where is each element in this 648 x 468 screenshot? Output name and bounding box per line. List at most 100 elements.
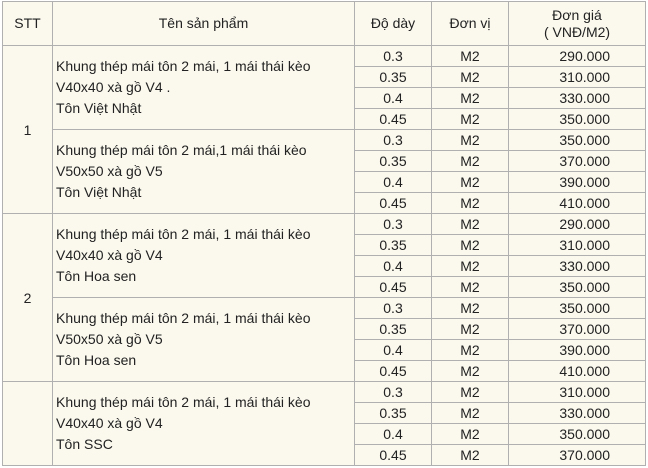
product-name-cell: Khung thép mái tôn 2 mái,1 mái thái kèo V… <box>52 129 355 214</box>
price-cell: 410.000 <box>508 192 646 214</box>
product-name-line: Khung thép mái tôn 2 mái, 1 mái thái kèo <box>56 58 311 74</box>
header-unit-price: Đơn giá ( VNĐ/M2) <box>508 1 646 46</box>
price-cell: 310.000 <box>508 234 646 256</box>
product-name-line: Khung thép mái tôn 2 mái, 1 mái thái kèo <box>56 394 311 410</box>
table-row: 1 Khung thép mái tôn 2 mái, 1 mái thái kè… <box>2 45 646 214</box>
table-row: Khung thép mái tôn 2 mái,1 mái thái kèo V… <box>3 129 646 214</box>
header-thickness: Độ dày <box>354 1 432 46</box>
thickness-cell: 0.45 <box>354 108 432 130</box>
unit-cell: M2 <box>431 444 509 466</box>
product-name-line: V50x50 xà gồ V5 <box>56 163 163 179</box>
unit-cell: M2 <box>431 171 509 193</box>
price-cell: 370.000 <box>508 318 646 340</box>
price-cell: 290.000 <box>508 213 646 235</box>
thickness-cell: 0.35 <box>354 402 432 424</box>
unit-cell: M2 <box>431 213 509 235</box>
price-cell: 290.000 <box>508 45 646 67</box>
price-cell: 390.000 <box>508 171 646 193</box>
unit-cell: M2 <box>431 423 509 445</box>
table-row: 0.45 M2 410.000 <box>3 192 646 214</box>
product-name-line: V50x50 xà gồ V5 <box>56 331 163 347</box>
price-cell: 410.000 <box>508 360 646 382</box>
unit-cell: M2 <box>431 276 509 298</box>
table-row: 0.35 M2 370.000 <box>3 150 646 172</box>
price-cell: 330.000 <box>508 402 646 424</box>
product-name-cell: Khung thép mái tôn 2 mái, 1 mái thái kèo… <box>52 213 355 298</box>
unit-cell: M2 <box>431 45 509 67</box>
unit-cell: M2 <box>431 192 509 214</box>
thickness-cell: 0.4 <box>354 423 432 445</box>
product-name-line: V40x40 xà gồ V4 <box>56 247 163 263</box>
header-product-name: Tên sản phẩm <box>52 1 355 46</box>
product-name-line: Khung thép mái tôn 2 mái, 1 mái thái kèo <box>56 226 311 242</box>
thickness-cell: 0.45 <box>354 360 432 382</box>
table-row: 0.35 M2 370.000 <box>3 318 646 340</box>
table-row: 0.45 M2 350.000 <box>3 276 646 298</box>
table-row: 0.4 M2 330.000 <box>3 87 646 109</box>
thickness-cell: 0.3 <box>354 129 432 151</box>
table-row: 0.35 M2 330.000 <box>3 402 646 424</box>
header-unit: Đơn vị <box>431 1 509 46</box>
product-name-line: Tôn Việt Nhật <box>56 184 142 200</box>
product-name-cell: Khung thép mái tôn 2 mái, 1 mái thái kèo… <box>52 297 355 382</box>
thickness-cell: 0.35 <box>354 318 432 340</box>
table-row: 0.4 M2 390.000 <box>3 171 646 193</box>
price-cell: 350.000 <box>508 297 646 319</box>
thickness-cell: 0.4 <box>354 255 432 277</box>
thickness-cell: 0.3 <box>354 213 432 235</box>
price-cell: 310.000 <box>508 381 646 403</box>
product-name-line: Tôn Hoa sen <box>56 268 137 284</box>
table-row: 0.45 M2 370.000 <box>3 444 646 466</box>
header-row: STT Tên sản phẩm Độ dày Đơn vị Đơn giá (… <box>2 1 646 46</box>
unit-cell: M2 <box>431 297 509 319</box>
thickness-cell: 0.4 <box>354 87 432 109</box>
product-name-line: V40x40 xà gồ V4 . <box>56 79 171 95</box>
unit-cell: M2 <box>431 339 509 361</box>
thickness-cell: 0.3 <box>354 381 432 403</box>
thickness-cell: 0.45 <box>354 192 432 214</box>
unit-cell: M2 <box>431 318 509 340</box>
thickness-cell: 0.3 <box>354 297 432 319</box>
product-name-line: Tôn Việt Nhật <box>56 100 142 116</box>
price-cell: 350.000 <box>508 276 646 298</box>
unit-cell: M2 <box>431 150 509 172</box>
thickness-cell: 0.35 <box>354 66 432 88</box>
product-name-line: Tôn Hoa sen <box>56 352 137 368</box>
price-cell: 390.000 <box>508 339 646 361</box>
unit-cell: M2 <box>431 129 509 151</box>
price-cell: 330.000 <box>508 255 646 277</box>
unit-cell: M2 <box>431 255 509 277</box>
unit-cell: M2 <box>431 402 509 424</box>
thickness-cell: 0.45 <box>354 276 432 298</box>
price-cell: 370.000 <box>508 444 646 466</box>
table-row: 0.45 M2 410.000 <box>3 360 646 382</box>
table-row: 0.4 M2 330.000 <box>3 255 646 277</box>
thickness-cell: 0.35 <box>354 150 432 172</box>
thickness-cell: 0.45 <box>354 444 432 466</box>
price-cell: 310.000 <box>508 66 646 88</box>
thickness-cell: 0.35 <box>354 234 432 256</box>
thickness-cell: 0.3 <box>354 45 432 67</box>
table-row: 2 Khung thép mái tôn 2 mái, 1 mái thái kè… <box>2 213 646 382</box>
unit-cell: M2 <box>431 87 509 109</box>
unit-cell: M2 <box>431 108 509 130</box>
stt-cell <box>2 381 53 466</box>
header-stt: STT <box>2 1 53 46</box>
product-name-line: Tôn SSC <box>56 436 113 452</box>
thickness-cell: 0.4 <box>354 339 432 361</box>
table-row: 0.4 M2 350.000 <box>3 423 646 445</box>
unit-cell: M2 <box>431 234 509 256</box>
table-body: 1 Khung thép mái tôn 2 mái, 1 mái thái kè… <box>2 45 646 466</box>
thickness-cell: 0.4 <box>354 171 432 193</box>
header-unit-price-line1: Đơn giá <box>552 6 602 23</box>
price-cell: 330.000 <box>508 87 646 109</box>
product-name-line: Khung thép mái tôn 2 mái,1 mái thái kèo <box>56 142 307 158</box>
price-cell: 350.000 <box>508 129 646 151</box>
unit-cell: M2 <box>431 66 509 88</box>
unit-cell: M2 <box>431 360 509 382</box>
header-unit-price-line2: ( VNĐ/M2) <box>543 23 611 40</box>
stt-cell: 2 <box>2 213 53 382</box>
product-name-cell: Khung thép mái tôn 2 mái, 1 mái thái kèo… <box>52 381 355 466</box>
stt-cell: 1 <box>2 45 53 214</box>
